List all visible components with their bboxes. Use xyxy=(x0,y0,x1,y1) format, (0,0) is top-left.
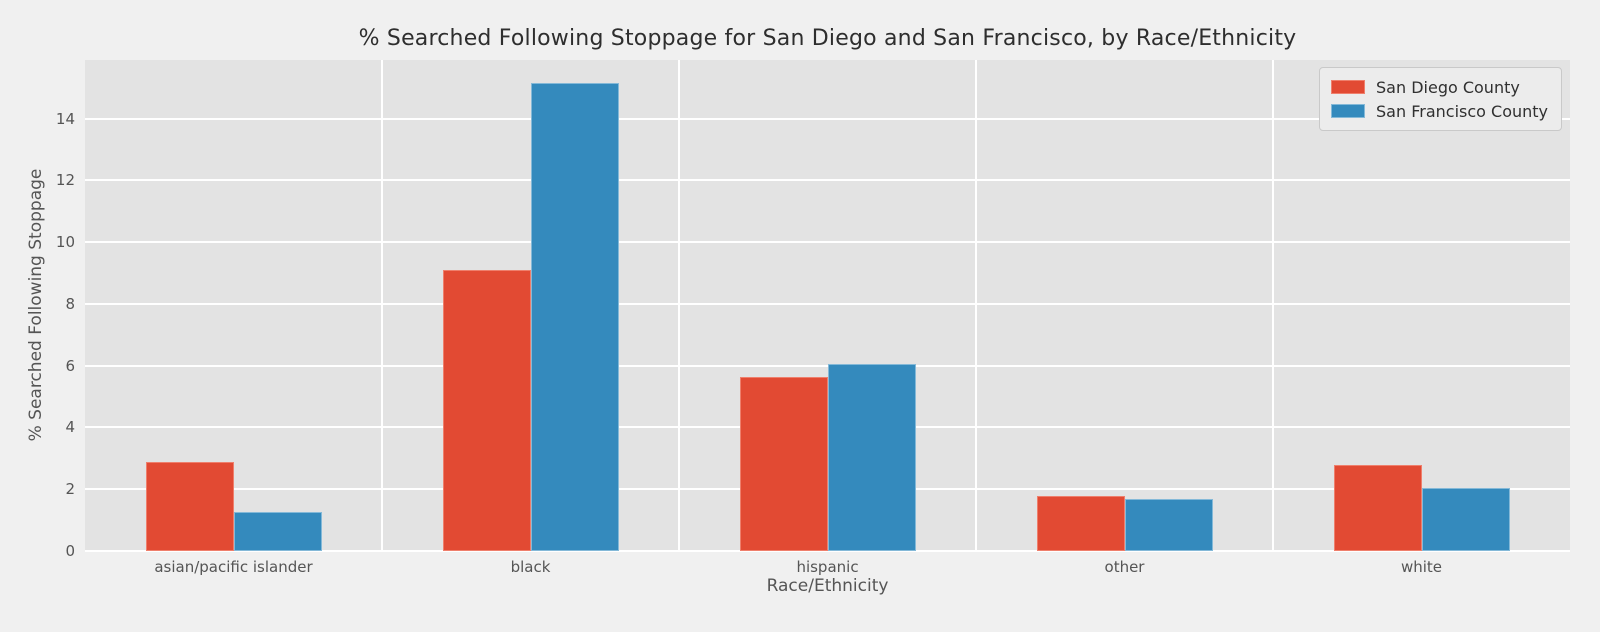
y-tick-6: 6 xyxy=(65,356,75,375)
bar-san-francisco-county-asian-pacific-islander xyxy=(233,512,322,551)
gridline-x-2 xyxy=(678,60,680,551)
bar-san-diego-county-hispanic xyxy=(739,377,828,551)
y-tick-10: 10 xyxy=(55,233,75,252)
x-axis-label: Race/Ethnicity xyxy=(766,576,889,596)
gridline-y-12 xyxy=(85,179,1570,182)
gridline-x-4 xyxy=(1272,60,1274,551)
bar-san-diego-county-other xyxy=(1036,496,1125,551)
legend-item-san-francisco: San Francisco County xyxy=(1331,99,1548,123)
legend-label-san-diego: San Diego County xyxy=(1376,77,1520,97)
gridline-y-0 xyxy=(85,550,1570,552)
legend: San Diego County San Francisco County xyxy=(1319,67,1562,131)
bar-san-diego-county-black xyxy=(442,269,531,551)
bar-san-francisco-county-black xyxy=(530,83,619,551)
bar-san-francisco-county-white xyxy=(1421,488,1510,551)
y-tick-4: 4 xyxy=(65,418,75,437)
y-tick-2: 2 xyxy=(65,480,75,499)
legend-swatch-san-francisco xyxy=(1331,104,1366,118)
y-tick-0: 0 xyxy=(65,542,75,560)
bar-san-diego-county-white xyxy=(1333,465,1422,551)
legend-swatch-san-diego xyxy=(1331,80,1366,94)
gridline-x-3 xyxy=(975,60,977,551)
x-tick-hispanic: hispanic xyxy=(796,558,859,576)
x-tick-other: other xyxy=(1104,558,1145,576)
gridline-x-1 xyxy=(381,60,383,551)
y-tick-14: 14 xyxy=(55,109,75,128)
x-tick-white: white xyxy=(1400,558,1443,576)
legend-item-san-diego: San Diego County xyxy=(1331,75,1548,99)
x-tick-black: black xyxy=(510,558,551,576)
gridline-y-10 xyxy=(85,241,1570,244)
gridline-y-14 xyxy=(85,117,1570,120)
plot-area: San Diego County San Francisco County xyxy=(85,60,1570,552)
legend-label-san-francisco: San Francisco County xyxy=(1376,101,1548,121)
y-tick-8: 8 xyxy=(65,294,75,313)
chart-title: % Searched Following Stoppage for San Di… xyxy=(358,26,1297,51)
bar-san-diego-county-asian-pacific-islander xyxy=(145,462,234,551)
x-tick-asian-pacific-islander: asian/pacific islander xyxy=(154,558,313,576)
gridline-y-8 xyxy=(85,302,1570,305)
y-tick-12: 12 xyxy=(55,171,75,190)
bar-san-francisco-county-other xyxy=(1124,499,1213,551)
bar-san-francisco-county-hispanic xyxy=(827,363,916,551)
